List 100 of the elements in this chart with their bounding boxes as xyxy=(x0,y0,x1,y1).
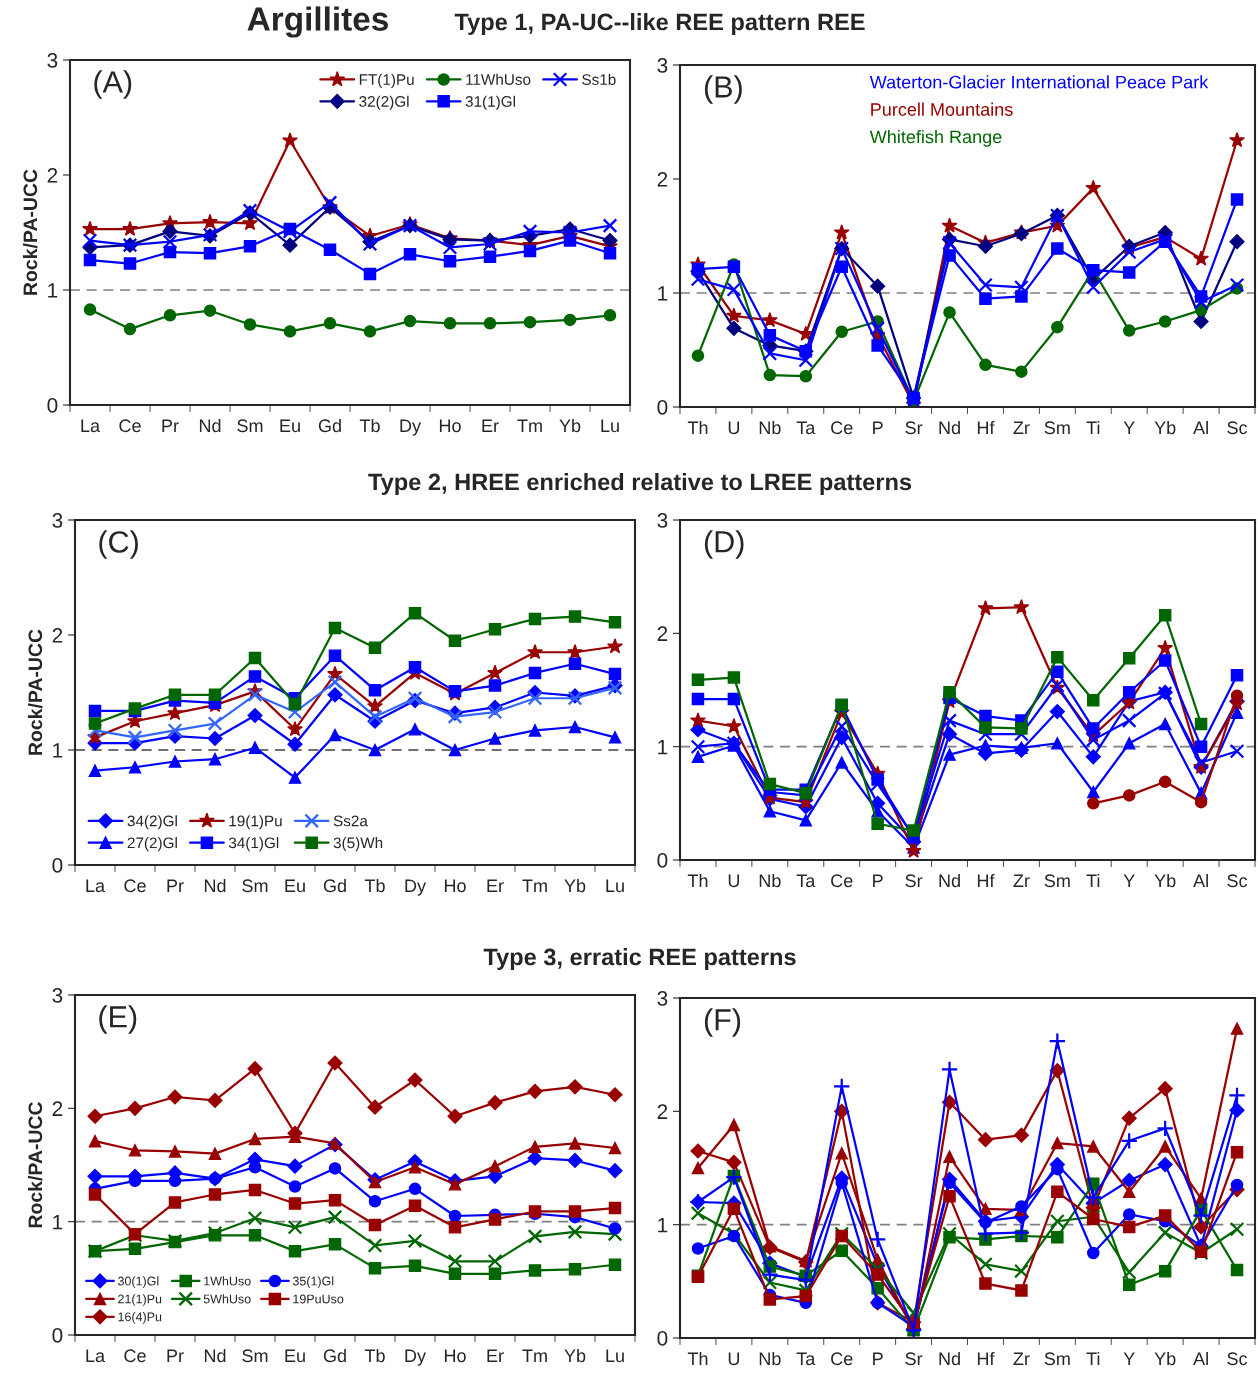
y-tick-label: 3 xyxy=(52,988,63,1003)
x-tick-label: U xyxy=(728,1352,740,1366)
x-tick-label: Zr xyxy=(1013,421,1030,434)
legend-label: FT(1)Pu xyxy=(359,73,414,88)
x-tick-label: Th xyxy=(687,1351,708,1365)
y-tick-label: 3 xyxy=(657,58,668,73)
x-tick-label: Ce xyxy=(124,879,146,893)
y-axis-title: Rock/PA-UCC xyxy=(27,1101,43,1228)
x-tick-label: Nd xyxy=(199,418,221,433)
y-tick-label: 2 xyxy=(657,172,668,187)
x-tick-label: Sr xyxy=(905,1352,923,1366)
x-tick-label: Hf xyxy=(977,1351,995,1365)
x-tick-label: Gd xyxy=(323,1348,346,1363)
x-tick-label: P xyxy=(873,1352,883,1365)
y-tick-label: 0 xyxy=(47,398,58,413)
x-tick-label: Er xyxy=(482,419,499,432)
chart-subtitle: Type 3, erratic REE patterns xyxy=(483,947,796,971)
x-tick-label: Tb xyxy=(359,418,380,433)
x-tick-label: Nd xyxy=(939,420,960,435)
y-tick-label: 0 xyxy=(657,400,668,415)
x-tick-label: U xyxy=(728,421,740,435)
x-tick-label: Nd xyxy=(939,1351,960,1366)
x-tick-label: Er xyxy=(487,1349,504,1362)
y-tick-label: 2 xyxy=(52,628,63,643)
y-tick-label: 0 xyxy=(657,853,668,868)
x-tick-label: Tb xyxy=(364,878,385,893)
x-tick-label: Nb xyxy=(759,1351,781,1366)
y-tick-label: 0 xyxy=(52,858,63,873)
y-tick-label: 2 xyxy=(52,1101,63,1116)
y-tick-label: 1 xyxy=(658,1217,668,1233)
y-tick-label: 1 xyxy=(658,739,668,755)
x-tick-label: Yb xyxy=(559,418,581,433)
x-tick-label: Zr xyxy=(1013,874,1030,887)
legend-label: 21(1)Pu xyxy=(118,1294,162,1306)
x-tick-label: Tm xyxy=(522,879,547,892)
x-tick-label: Th xyxy=(687,420,708,434)
y-tick-label: 1 xyxy=(53,1214,63,1230)
annotation: (C) xyxy=(99,530,138,559)
x-tick-label: Lu xyxy=(606,879,624,893)
x-tick-label: Ti xyxy=(1086,1351,1100,1365)
legend-label: 34(1)Gl xyxy=(228,837,279,852)
x-tick-label: Gd xyxy=(318,418,341,433)
legend-label: 19(1)Pu xyxy=(229,815,282,830)
x-tick-label: U xyxy=(728,874,740,888)
y-axis-title: Rock/PA-UCC xyxy=(22,169,38,295)
legend-label: 31(1)Gl xyxy=(465,95,515,110)
x-tick-label: Nd xyxy=(939,873,960,888)
legend-label: 30(1)Gl xyxy=(117,1276,159,1288)
x-tick-label: Ce xyxy=(831,874,853,888)
x-tick-label: Ce xyxy=(831,1352,853,1366)
x-tick-label: Ti xyxy=(1086,420,1100,434)
x-tick-label: Hf xyxy=(977,420,995,434)
legend-label: 11WhUso xyxy=(466,73,531,85)
x-tick-label: Th xyxy=(687,873,708,887)
x-tick-label: Y xyxy=(1123,1352,1135,1365)
x-tick-label: Pr xyxy=(167,1349,184,1362)
x-tick-label: Ho xyxy=(444,1349,466,1363)
legend-label: Ss2a xyxy=(333,815,368,827)
x-tick-label: Sm xyxy=(242,879,268,893)
x-tick-label: Ce xyxy=(831,421,853,435)
x-tick-label: Ti xyxy=(1086,873,1100,887)
x-tick-label: Sc xyxy=(1227,421,1248,435)
x-tick-label: Ta xyxy=(796,874,816,888)
x-tick-label: Al xyxy=(1193,1351,1208,1365)
y-tick-label: 3 xyxy=(52,513,63,528)
x-tick-label: La xyxy=(86,879,106,893)
x-tick-label: Gd xyxy=(323,878,346,893)
x-tick-label: Hf xyxy=(977,873,995,887)
x-tick-label: Nb xyxy=(759,873,781,888)
x-tick-label: Ho xyxy=(439,419,461,433)
x-tick-label: Ho xyxy=(444,879,466,893)
legend-label: 16(4)Pu xyxy=(118,1312,162,1324)
y-tick-label: 0 xyxy=(52,1328,63,1343)
x-tick-label: Al xyxy=(1193,420,1208,434)
x-tick-label: La xyxy=(81,419,101,433)
legend-label: 3(5)Wh xyxy=(333,837,383,852)
legend-label: 35(1)Gl xyxy=(292,1276,334,1288)
x-tick-label: Lu xyxy=(606,1349,624,1363)
x-tick-label: Ce xyxy=(119,419,141,433)
legend-label: 32(2)Gl xyxy=(359,95,409,110)
y-tick-label: 3 xyxy=(657,513,668,528)
x-tick-label: Zr xyxy=(1013,1352,1030,1365)
chart-title: Argillites xyxy=(247,6,388,38)
legend-label: 5WhUso xyxy=(203,1294,251,1304)
x-tick-label: Sr xyxy=(905,874,923,888)
x-tick-label: La xyxy=(86,1349,106,1363)
y-tick-label: 3 xyxy=(657,991,668,1006)
x-tick-label: Sm xyxy=(1044,874,1070,888)
x-tick-label: Yb xyxy=(564,1348,586,1363)
y-tick-label: 2 xyxy=(47,168,58,183)
x-tick-label: Dy xyxy=(400,419,421,436)
x-tick-label: Lu xyxy=(601,419,619,433)
x-tick-label: Ce xyxy=(124,1349,146,1363)
chart-subtitle: Type 2, HREE enriched relative to LREE patterns xyxy=(368,472,912,496)
annotation: Whitefish Range xyxy=(869,129,1002,147)
x-tick-label: Eu xyxy=(285,1349,305,1363)
x-tick-label: Tm xyxy=(522,1349,547,1362)
x-tick-label: Pr xyxy=(167,879,184,892)
annotation: (F) xyxy=(704,1008,741,1037)
x-tick-label: Y xyxy=(1123,421,1135,434)
